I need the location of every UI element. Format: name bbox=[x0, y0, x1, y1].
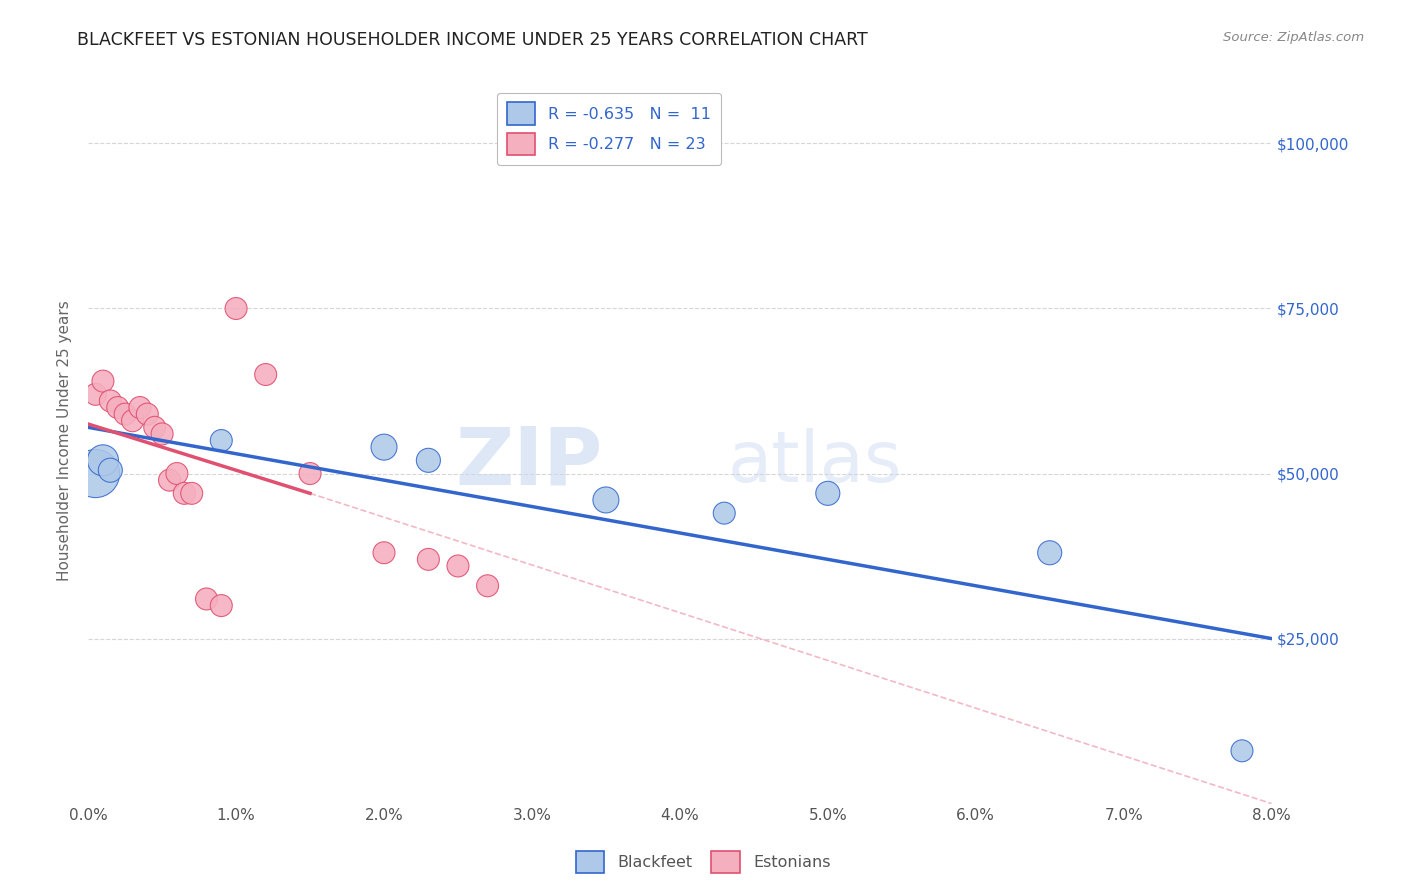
Point bbox=[477, 579, 499, 593]
Point bbox=[299, 467, 322, 481]
Point bbox=[98, 393, 121, 408]
Point bbox=[373, 440, 395, 454]
Point bbox=[418, 453, 440, 467]
Text: atlas: atlas bbox=[727, 428, 901, 497]
Point bbox=[225, 301, 247, 316]
Point bbox=[129, 401, 152, 415]
Point bbox=[107, 401, 129, 415]
Point bbox=[159, 473, 181, 487]
Point bbox=[254, 368, 277, 382]
Point bbox=[1230, 744, 1253, 758]
Point bbox=[817, 486, 839, 500]
Y-axis label: Householder Income Under 25 years: Householder Income Under 25 years bbox=[58, 300, 72, 581]
Point bbox=[143, 420, 166, 434]
Point bbox=[173, 486, 195, 500]
Point bbox=[373, 546, 395, 560]
Point bbox=[209, 434, 232, 448]
Point bbox=[180, 486, 202, 500]
Text: ZIP: ZIP bbox=[456, 424, 603, 501]
Point bbox=[84, 467, 107, 481]
Legend: R = -0.635   N =  11, R = -0.277   N = 23: R = -0.635 N = 11, R = -0.277 N = 23 bbox=[496, 93, 721, 165]
Point bbox=[121, 414, 143, 428]
Point bbox=[1039, 546, 1062, 560]
Point bbox=[136, 407, 159, 421]
Point bbox=[447, 558, 470, 573]
Point bbox=[418, 552, 440, 566]
Point bbox=[195, 591, 218, 606]
Point bbox=[98, 463, 121, 477]
Point bbox=[713, 506, 735, 520]
Point bbox=[595, 492, 617, 507]
Point bbox=[209, 599, 232, 613]
Point bbox=[84, 387, 107, 401]
Text: BLACKFEET VS ESTONIAN HOUSEHOLDER INCOME UNDER 25 YEARS CORRELATION CHART: BLACKFEET VS ESTONIAN HOUSEHOLDER INCOME… bbox=[77, 31, 868, 49]
Point bbox=[91, 453, 114, 467]
Legend: Blackfeet, Estonians: Blackfeet, Estonians bbox=[569, 844, 837, 880]
Point bbox=[166, 467, 188, 481]
Point bbox=[91, 374, 114, 388]
Text: Source: ZipAtlas.com: Source: ZipAtlas.com bbox=[1223, 31, 1364, 45]
Point bbox=[114, 407, 136, 421]
Point bbox=[150, 426, 173, 441]
